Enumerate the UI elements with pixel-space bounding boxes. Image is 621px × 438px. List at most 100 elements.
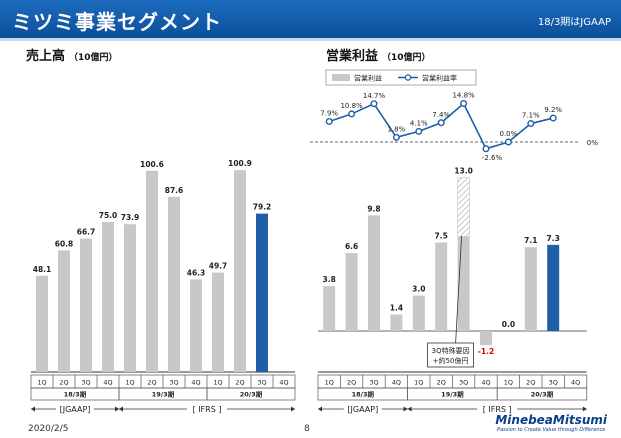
- sales-quarter-label: 3Q: [81, 379, 90, 387]
- profit-bar: [524, 247, 537, 331]
- sales-bar: [234, 170, 246, 372]
- profit-value-label: 3.8: [323, 275, 336, 284]
- margin-value-label: 7.4%: [432, 111, 450, 119]
- profit-value-label: -1.2: [478, 347, 494, 356]
- profit-bar: [390, 314, 403, 331]
- profit-bar: [368, 215, 380, 331]
- margin-point: [392, 133, 400, 141]
- margin-point: [460, 100, 468, 108]
- profit-value-label: 7.3: [547, 234, 560, 243]
- sales-jgaap-arrow-right: [115, 406, 119, 412]
- company-logo: MinebeaMitsumi Passion to Create Value t…: [495, 413, 607, 433]
- annotation-leader: [455, 235, 462, 344]
- sales-quarter-label: 1Q: [37, 379, 46, 387]
- sales-jgaap-arrow-left: [31, 406, 35, 412]
- profit-value-label: 13.0: [454, 167, 473, 176]
- sales-value-label: 73.9: [121, 213, 140, 222]
- profit-quarter-label: 2Q: [437, 379, 446, 387]
- sales-value-label: 100.9: [228, 159, 252, 168]
- sales-bar: [102, 222, 114, 372]
- profit-value-label: 6.6: [345, 242, 358, 251]
- margin-value-label: 1.8%: [388, 125, 406, 133]
- profit-quarter-label: 4Q: [571, 379, 580, 387]
- profit-quarter-label: 2Q: [526, 379, 535, 387]
- margin-point: [527, 120, 535, 128]
- footer-date: 2020/2/5: [28, 424, 69, 434]
- legend-bar-label: 営業利益: [354, 74, 382, 83]
- sales-fy-label: 20/3期: [240, 390, 263, 399]
- margin-value-label: 10.8%: [340, 102, 363, 110]
- profit-quarter-label: 1Q: [414, 379, 423, 387]
- sales-value-label: 49.7: [209, 262, 228, 271]
- profit-value-label: 7.1: [524, 236, 537, 245]
- annotation-box: [427, 342, 475, 368]
- sales-quarter-label: 1Q: [213, 379, 222, 387]
- sales-bar: [146, 170, 158, 372]
- margin-point: [437, 119, 445, 127]
- annotation-line-2: +約50億円: [433, 356, 469, 365]
- sales-value-label: 66.7: [77, 228, 96, 237]
- sales-panel-title: 売上高 （10億円）: [26, 45, 118, 64]
- profit-quarter-label: 4Q: [481, 379, 490, 387]
- sales-title: 売上高: [26, 49, 66, 64]
- profit-quarter-label: 1Q: [504, 379, 513, 387]
- margin-point: [348, 110, 356, 118]
- sales-value-label: 87.6: [165, 186, 184, 195]
- profit-value-label: 3.0: [412, 285, 425, 294]
- accounting-note: 18/3期はJGAAP: [537, 17, 611, 28]
- footer-page-number: 8: [304, 424, 310, 434]
- margin-point: [325, 117, 333, 125]
- page-title: ミツミ事業セグメント: [12, 10, 222, 34]
- sales-bar: [80, 238, 92, 372]
- sales-value-label: 48.1: [33, 265, 52, 274]
- legend-line-marker: [404, 74, 412, 81]
- margin-point: [549, 114, 557, 122]
- margin-value-label: 4.1%: [410, 119, 428, 127]
- profit-ifrs-arrow-left: [407, 406, 412, 412]
- legend-line-label: 営業利益率: [422, 74, 457, 83]
- legend-bar-swatch: [332, 74, 350, 81]
- sales-value-label: 75.0: [99, 211, 118, 220]
- margin-value-label: 7.9%: [320, 109, 338, 117]
- profit-quarter-label: 3Q: [549, 379, 558, 387]
- margin-value-label: 0.0%: [500, 130, 518, 138]
- profit-title: 営業利益: [326, 49, 379, 64]
- profit-jgaap-label: [JGAAP]: [347, 405, 378, 414]
- sales-quarter-label: 3Q: [169, 379, 178, 387]
- sales-quarter-label: 2Q: [59, 379, 68, 387]
- profit-fy-label: 20/3期: [531, 390, 554, 399]
- profit-jgaap-arrow-right: [403, 406, 408, 412]
- sales-quarter-label: 2Q: [235, 379, 244, 387]
- profit-unit: （10億円）: [382, 53, 431, 63]
- profit-bar: [345, 253, 358, 331]
- profit-bar: [435, 242, 448, 331]
- sales-ifrs-label-bg: [187, 403, 227, 415]
- margin-value-label: 7.1%: [522, 112, 540, 120]
- sales-bar: [36, 275, 48, 372]
- sales-value-label: 79.2: [253, 203, 272, 212]
- profit-value-label: 9.8: [367, 204, 380, 213]
- profit-value-label: 7.5: [435, 232, 448, 241]
- sales-fy-label: 19/3期: [152, 390, 175, 399]
- sales-bar: [190, 279, 202, 372]
- sales-quarter-label: 4Q: [191, 379, 200, 387]
- profit-fy-label: 19/3期: [441, 390, 464, 399]
- sales-fy-cell: [206, 387, 296, 401]
- sales-ifrs-arrow-left: [119, 406, 123, 412]
- margin-point: [504, 138, 512, 146]
- sales-value-label: 100.6: [140, 160, 164, 169]
- profit-value-label: 1.4: [390, 303, 403, 312]
- sales-quarter-label: 4Q: [103, 379, 112, 387]
- margin-value-label: 14.8%: [452, 92, 475, 100]
- annotation-line-1: 3Q特殊要因: [432, 346, 470, 355]
- sales-ifrs-label: [ IFRS ]: [193, 405, 222, 414]
- margin-value-label: -2.6%: [482, 154, 503, 162]
- sales-ifrs-arrow-right: [291, 406, 295, 412]
- profit-value-label: 0.0: [502, 320, 515, 329]
- sales-quarter-label: 3Q: [257, 379, 266, 387]
- sales-bar: [124, 224, 136, 372]
- sales-bar: [168, 196, 180, 372]
- profit-quarter-label: 2Q: [347, 379, 356, 387]
- profit-ifrs-label-bg: [477, 403, 518, 415]
- profit-special-item-bar: [457, 177, 470, 237]
